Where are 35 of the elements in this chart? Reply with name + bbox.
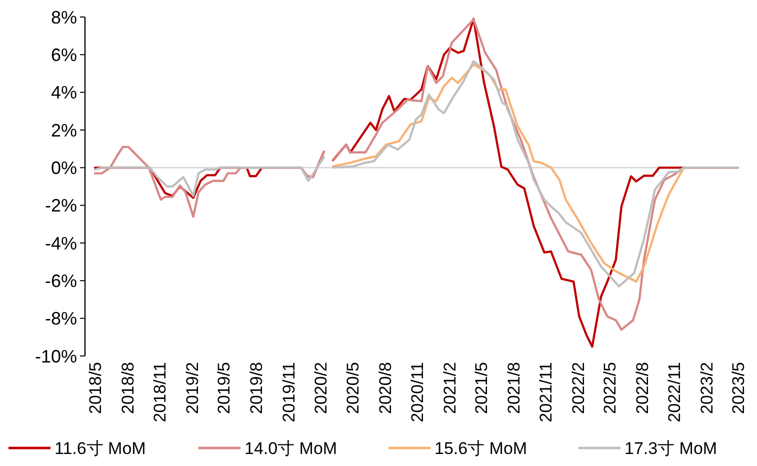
x-tick-label: 2018/11 (150, 362, 170, 422)
x-tick-label: 2021/2 (440, 362, 460, 414)
x-tick-label: 2022/11 (665, 362, 684, 422)
y-tick-label: 8% (50, 7, 77, 28)
y-tick-label: 6% (50, 44, 77, 65)
y-tick-label: 2% (50, 120, 77, 140)
legend-label: 14.0寸 MoM (244, 439, 338, 458)
x-tick-label: 2021/8 (504, 362, 524, 414)
x-tick-label: 2020/2 (312, 362, 331, 414)
legend-label: 11.6寸 MoM (54, 439, 146, 458)
x-tick-label: 2019/2 (183, 362, 202, 414)
x-tick-label: 2022/5 (600, 362, 620, 414)
legend-label: 15.6寸 MoM (434, 439, 528, 458)
x-tick-label: 2018/8 (118, 362, 138, 414)
x-tick-label: 2020/5 (343, 362, 362, 414)
y-tick-label: -4% (44, 233, 77, 254)
y-tick-label: -8% (44, 308, 77, 329)
y-tick-label: -10% (34, 346, 77, 366)
x-tick-label: 2018/5 (86, 362, 105, 414)
x-tick-label: 2019/11 (279, 362, 298, 422)
x-tick-label: 2020/8 (376, 362, 395, 414)
y-tick-label: -2% (44, 196, 77, 216)
x-tick-label: 2023/5 (728, 362, 748, 414)
x-tick-label: 2023/2 (698, 362, 717, 414)
y-tick-label: 4% (50, 82, 77, 103)
y-tick-label: -6% (44, 270, 77, 291)
legend-label: 17.3寸 MoM (624, 439, 718, 458)
x-tick-label: 2021/11 (536, 362, 556, 422)
x-tick-label: 2019/5 (214, 362, 234, 414)
y-tick-label: 0% (50, 158, 77, 178)
x-tick-label: 2020/11 (408, 362, 428, 422)
x-tick-label: 2022/8 (632, 362, 652, 414)
x-tick-label: 2022/2 (569, 362, 588, 414)
x-tick-label: 2021/5 (472, 362, 491, 414)
x-tick-label: 2019/8 (246, 362, 266, 414)
